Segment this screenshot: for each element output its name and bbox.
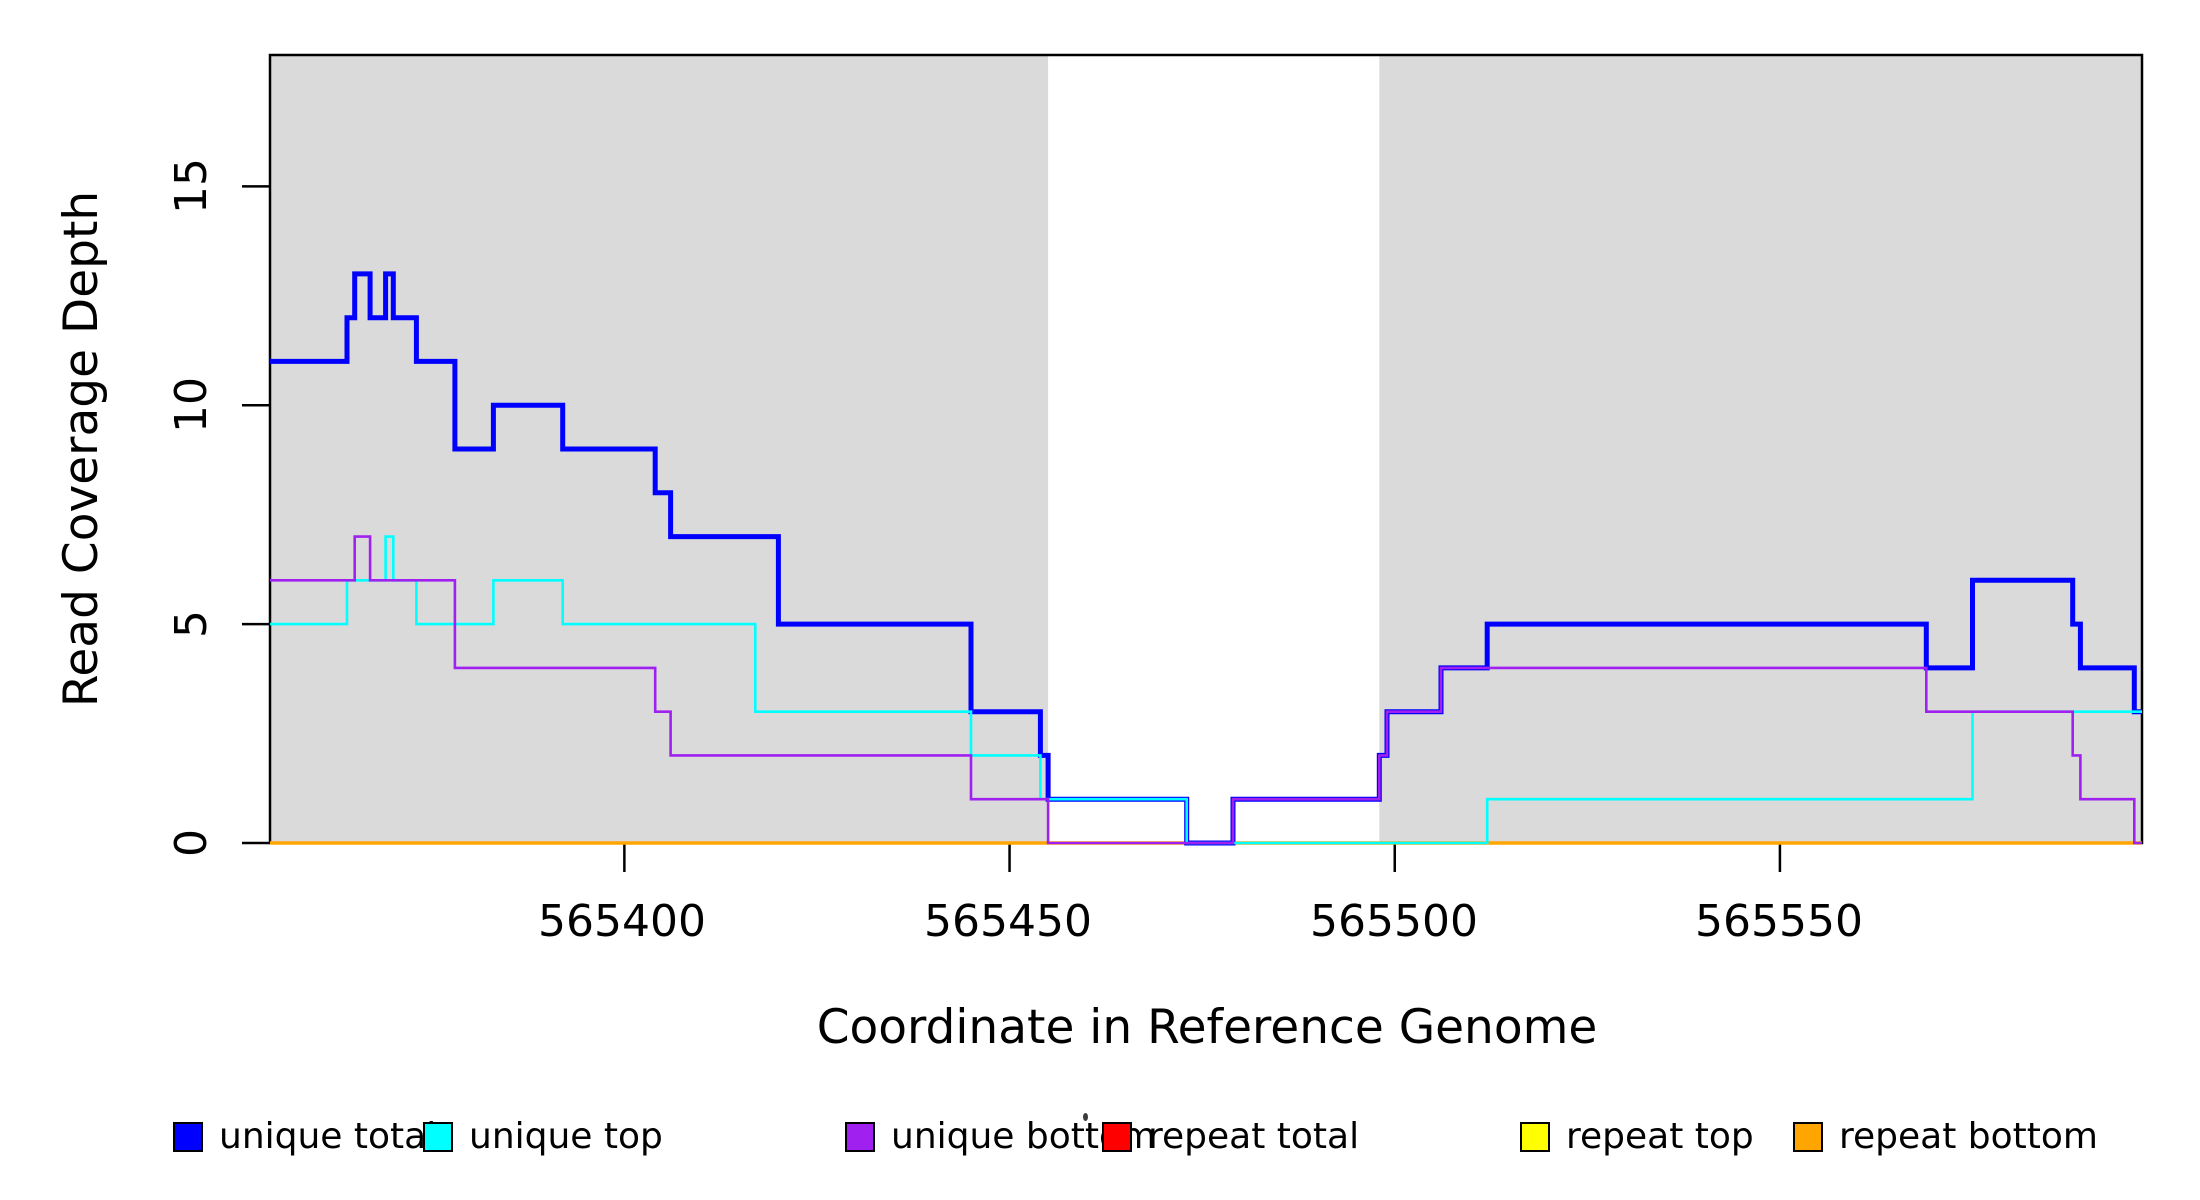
y-tick-label-15: 15	[166, 158, 217, 214]
legend-item-repeat-top: repeat top	[1520, 1116, 1754, 1157]
shaded-region	[270, 55, 1049, 843]
shaded-region	[1379, 55, 2142, 843]
legend-swatch-repeat-top	[1520, 1121, 1550, 1152]
legend-label: repeat total	[1148, 1116, 1360, 1157]
series-line-unique-bottom	[270, 535, 2142, 845]
legend-item-unique-top: unique top	[423, 1116, 663, 1157]
y-axis-label: Read Coverage Depth	[54, 190, 109, 708]
legend-swatch-repeat-bottom	[1793, 1121, 1823, 1152]
legend-label: unique top	[469, 1116, 663, 1157]
x-tick-label-565550: 565550	[1695, 896, 1863, 947]
series-line-unique-top	[270, 535, 2142, 845]
legend-item-unique-total: unique total	[173, 1116, 436, 1157]
legend-swatch-unique-total	[173, 1121, 203, 1152]
series-line-unique-total	[270, 271, 2142, 846]
legend-item-repeat-bottom: repeat bottom	[1793, 1116, 2098, 1157]
legend-label: repeat top	[1566, 1116, 1754, 1157]
legend-swatch-repeat-total	[1102, 1121, 1132, 1152]
legend-label: repeat bottom	[1839, 1116, 2098, 1157]
x-tick-label-565400: 565400	[538, 896, 706, 947]
x-tick-label-565500: 565500	[1310, 896, 1478, 947]
legend-label: unique total	[219, 1116, 437, 1157]
x-tick-label-565450: 565450	[924, 896, 1092, 947]
y-tick-label-0: 0	[166, 829, 217, 857]
x-axis-label: Coordinate in Reference Genome	[816, 1000, 1598, 1055]
legend-swatch-unique-top	[423, 1121, 453, 1152]
stray-dot	[1083, 1113, 1088, 1121]
legend-swatch-unique-bottom	[845, 1121, 875, 1152]
y-tick-label-5: 5	[166, 610, 217, 638]
y-tick-label-10: 10	[166, 377, 217, 433]
legend-item-repeat-total: repeat total	[1102, 1116, 1359, 1157]
